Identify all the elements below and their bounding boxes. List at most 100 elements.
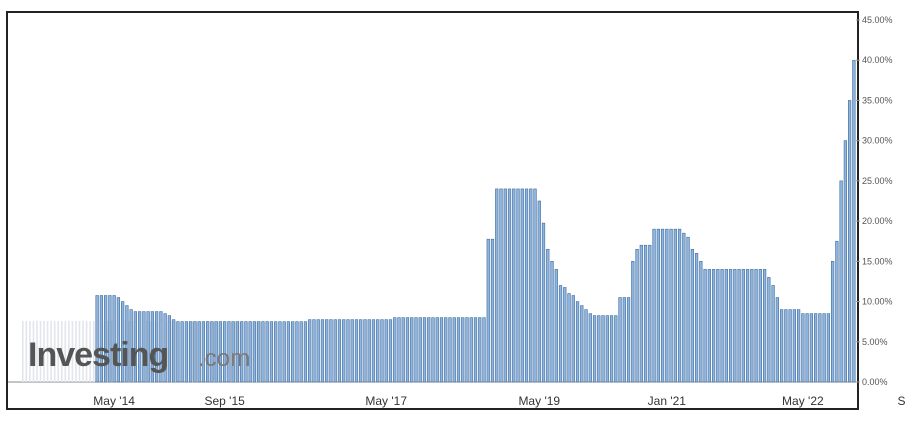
bar bbox=[788, 309, 792, 383]
bar bbox=[482, 317, 486, 383]
y-tick-label: 15.00% bbox=[862, 256, 893, 266]
bar bbox=[163, 313, 167, 383]
bar bbox=[754, 269, 758, 383]
bar bbox=[427, 317, 431, 383]
bar bbox=[167, 315, 172, 383]
bar bbox=[376, 319, 380, 383]
bar bbox=[261, 321, 265, 383]
bar bbox=[108, 295, 112, 383]
bar bbox=[363, 319, 367, 383]
bar bbox=[818, 313, 822, 383]
background-column bbox=[22, 320, 24, 382]
bar bbox=[333, 319, 337, 383]
y-tick-label: 35.00% bbox=[862, 95, 893, 105]
bar bbox=[486, 238, 490, 383]
bar bbox=[291, 321, 295, 383]
watermark-investing: Investing bbox=[28, 336, 168, 374]
bar bbox=[699, 261, 703, 383]
bar bbox=[716, 269, 720, 383]
bar bbox=[507, 188, 512, 383]
bar bbox=[852, 59, 856, 383]
bars-layer bbox=[22, 59, 856, 383]
bar bbox=[295, 321, 299, 383]
bar bbox=[231, 321, 235, 383]
background-column bbox=[192, 320, 194, 382]
bar bbox=[388, 319, 393, 383]
bar bbox=[350, 319, 354, 383]
bar bbox=[847, 100, 852, 383]
bar bbox=[308, 319, 312, 383]
bar bbox=[652, 228, 656, 383]
bar bbox=[575, 301, 580, 383]
x-axis: May '14 Sep '15 May '17 May '19 Jan '21 May '… bbox=[93, 394, 906, 408]
bar bbox=[554, 269, 558, 383]
bar bbox=[150, 311, 155, 383]
background-column bbox=[213, 320, 215, 382]
background-column bbox=[234, 320, 237, 382]
bar bbox=[180, 321, 184, 383]
bar bbox=[733, 269, 737, 383]
bar bbox=[762, 269, 767, 383]
bar bbox=[431, 317, 435, 383]
bar bbox=[584, 309, 588, 383]
background-column bbox=[71, 320, 74, 382]
bar bbox=[214, 321, 218, 383]
bar bbox=[405, 317, 410, 383]
watermark-com: .com bbox=[198, 345, 250, 372]
bar bbox=[703, 269, 707, 383]
background-column bbox=[149, 320, 152, 382]
bar bbox=[146, 311, 150, 383]
bar bbox=[210, 321, 214, 383]
bar bbox=[312, 319, 316, 383]
bar bbox=[244, 321, 248, 383]
y-axis: 0.00% 5.00% 10.00% 15.00% 20.00% 25.00% 30.00%… bbox=[856, 15, 893, 387]
bar bbox=[835, 240, 839, 383]
bar bbox=[520, 188, 524, 383]
bar bbox=[792, 309, 796, 383]
bar bbox=[125, 305, 129, 383]
y-tick-label: 30.00% bbox=[862, 136, 893, 146]
bar bbox=[337, 319, 342, 383]
bar bbox=[418, 317, 422, 383]
bar bbox=[184, 321, 189, 383]
background-column bbox=[255, 320, 258, 382]
bar bbox=[193, 321, 197, 383]
bar bbox=[367, 319, 371, 383]
bar bbox=[465, 317, 469, 383]
bar bbox=[201, 321, 206, 383]
bar bbox=[737, 269, 741, 383]
bar bbox=[822, 313, 826, 383]
bar bbox=[626, 297, 631, 383]
background-column bbox=[128, 320, 130, 382]
y-tick-label: 10.00% bbox=[862, 297, 893, 307]
x-tick-label: Jan '21 bbox=[648, 394, 687, 408]
bar bbox=[643, 244, 648, 383]
bar bbox=[371, 319, 376, 383]
background-column bbox=[82, 320, 84, 382]
bar bbox=[116, 297, 120, 383]
bar bbox=[346, 319, 350, 383]
x-tick-label: Sep '15 bbox=[205, 394, 246, 408]
background-column bbox=[64, 320, 67, 382]
bar bbox=[512, 188, 516, 383]
bar bbox=[439, 317, 444, 383]
bar bbox=[206, 321, 210, 383]
y-tick-label: 20.00% bbox=[862, 216, 893, 226]
bar bbox=[673, 228, 677, 383]
bar bbox=[461, 317, 465, 383]
bar bbox=[444, 317, 448, 383]
bar bbox=[456, 317, 461, 383]
x-tick-label: May '19 bbox=[518, 394, 560, 408]
background-column bbox=[36, 320, 38, 382]
bar bbox=[303, 321, 308, 383]
y-tick-label: 0.00% bbox=[862, 377, 888, 387]
bar bbox=[537, 200, 541, 383]
bar bbox=[227, 321, 231, 383]
x-tick-label: May '14 bbox=[93, 394, 135, 408]
bar bbox=[393, 317, 397, 383]
y-tick-label: 40.00% bbox=[862, 55, 893, 65]
bar bbox=[809, 313, 813, 383]
bar bbox=[609, 315, 614, 383]
bar bbox=[665, 228, 669, 383]
bar bbox=[588, 313, 592, 383]
